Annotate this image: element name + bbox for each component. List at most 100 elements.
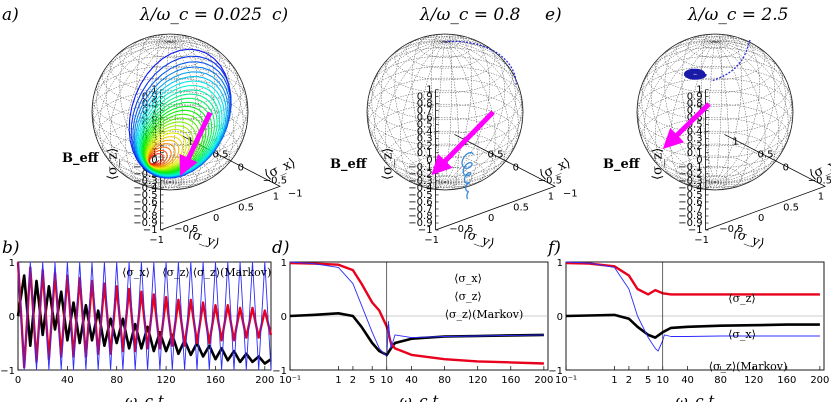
chart-d: 10−1ω_c t10⁻¹ 1 2 5 10 40 80 120 160 200⟨σ_x⟩⟨σ_z… <box>272 258 553 402</box>
y-tick-label: 0 <box>9 312 15 323</box>
z-tick-label: −0.7 <box>408 204 432 215</box>
z-tick-label: 0.5 <box>687 120 703 131</box>
y-tick-label: 0 <box>488 213 494 224</box>
z-tick-label: 0.2 <box>417 141 433 152</box>
z-tick-label: 0.6 <box>417 113 433 124</box>
z-tick-label: 0.7 <box>142 106 158 117</box>
x-tick-label: 160 <box>206 375 225 386</box>
x-tick-label: 10 <box>656 375 669 386</box>
x-tick-label: 40 <box>61 375 74 386</box>
z-tick-label: 1 <box>696 85 702 96</box>
x-tick-label: 80 <box>110 375 123 386</box>
z-tick-label: 1 <box>426 85 432 96</box>
sphere-outline <box>636 33 794 191</box>
x-tick-label: −0.5 <box>808 175 831 186</box>
series-line <box>565 261 820 296</box>
x-tick-label: 2 <box>350 375 356 386</box>
z-tick-label: −0.2 <box>678 169 702 180</box>
z-axis-label: ⟨σ_z⟩ <box>381 148 396 180</box>
x-tick-label: 0.5 <box>488 149 504 160</box>
panel-letter-d: d) <box>272 238 290 258</box>
z-tick-label: −0.5 <box>133 190 157 201</box>
x-tick-label: −0.5 <box>538 175 562 186</box>
beff-label-a: B_eff <box>62 151 100 166</box>
z-tick-label: −0.6 <box>408 197 432 208</box>
panel-title-a: λ/ω_c = 0.025 <box>139 5 262 25</box>
x-tick-label: 0.5 <box>213 149 229 160</box>
z-tick-label: 0.9 <box>142 92 158 103</box>
z-tick-label: −0.5 <box>408 190 432 201</box>
x-tick-label: 80 <box>714 375 727 386</box>
y-tick-label: 0 <box>213 213 219 224</box>
sphere-panel-c: 10.90.80.70.60.50.40.30.20.10−0.1−0.2−0.… <box>366 33 578 252</box>
legend-markov: ⟨σ_z⟩(Markov) <box>445 308 524 321</box>
x-tick-label: 160 <box>501 375 520 386</box>
x-axis-label: ω_c t <box>400 392 440 402</box>
x-tick-label: 120 <box>468 375 487 386</box>
x-tick-label: 1 <box>611 375 617 386</box>
trajectory <box>683 39 751 82</box>
z-tick-label: −0.4 <box>678 183 702 194</box>
series-line <box>565 261 820 352</box>
x-tick-label: 2 <box>626 375 632 386</box>
z-tick-label: −1 <box>143 225 158 236</box>
z-tick-label: −0.1 <box>678 162 702 173</box>
z-tick-label: −0.7 <box>133 204 157 215</box>
z-tick-label: −0.6 <box>133 197 157 208</box>
x-tick-label: 10⁻¹ <box>555 375 577 386</box>
y-tick-label: 1 <box>9 258 15 269</box>
z-tick-label: −0.2 <box>133 169 157 180</box>
z-tick-label: −0.6 <box>678 197 702 208</box>
x-tick-label: 1 <box>335 375 341 386</box>
panel-letter-a: a) <box>2 5 19 25</box>
z-tick-label: 0.4 <box>417 127 433 138</box>
y-tick-label: 1 <box>557 258 563 269</box>
x-tick-label: 120 <box>744 375 763 386</box>
x-tick-label: 5 <box>369 375 375 386</box>
y-axis-label: ⟨σ_y⟩ <box>186 226 222 252</box>
z-tick-label: −0.3 <box>408 176 432 187</box>
x-tick-label: 1 <box>187 136 193 147</box>
panel-title-c: λ/ω_c = 0.8 <box>419 5 521 25</box>
legend-markov: ⟨σ_z⟩(Markov) <box>193 266 272 279</box>
z-tick-label: 0.1 <box>687 148 703 159</box>
z-tick-label: −1 <box>418 225 433 236</box>
y-tick-label: 0 <box>281 312 287 323</box>
panel-letter-f: f) <box>546 238 561 258</box>
panel-title-e: λ/ω_c = 2.5 <box>687 5 788 25</box>
series-line <box>565 313 820 339</box>
y-tick-label: 1 <box>281 258 287 269</box>
legend-markov: ⟨σ_z⟩(Markov) <box>709 360 788 373</box>
x-tick-label: 0.5 <box>758 149 774 160</box>
legend-sigma-z: ⟨σ_z⟩ <box>454 290 481 303</box>
y-tick-label: 0.5 <box>238 202 254 213</box>
z-tick-label: 0.3 <box>417 134 433 145</box>
x-axis-label: ω_c t <box>125 392 165 402</box>
y-tick-label: 0.5 <box>513 202 529 213</box>
y-tick-label: 0 <box>557 312 563 323</box>
y-tick-label: −1 <box>694 235 709 246</box>
z-tick-label: 0.9 <box>687 92 703 103</box>
z-tick-label: −0.9 <box>133 218 157 229</box>
y-tick-label: −1 <box>548 366 563 377</box>
beff-arrow <box>662 102 711 149</box>
y-tick-label: −0.5 <box>719 224 743 235</box>
z-tick-label: 1 <box>151 85 157 96</box>
z-tick-label: 0.6 <box>142 113 158 124</box>
legend-sigma-x: ⟨σ_x⟩ <box>728 328 756 341</box>
z-tick-label: 0.5 <box>142 120 158 131</box>
x-tick-label: 200 <box>534 375 553 386</box>
z-tick-label: −0.4 <box>408 183 432 194</box>
z-tick-label: 0.8 <box>417 99 433 110</box>
sphere-panel-a: 10.90.80.70.60.50.40.30.20.10−0.1−0.2−0.… <box>91 33 303 252</box>
x-tick-label: 80 <box>438 375 451 386</box>
z-tick-label: 0.1 <box>417 148 433 159</box>
panel-letter-c: c) <box>272 5 288 25</box>
y-tick-label: −1 <box>0 366 15 377</box>
z-tick-label: −0.5 <box>678 190 702 201</box>
z-tick-label: −0.8 <box>678 211 702 222</box>
y-tick-label: 1 <box>818 191 824 202</box>
z-tick-label: 0.4 <box>142 127 158 138</box>
x-tick-label: −1 <box>563 188 578 199</box>
